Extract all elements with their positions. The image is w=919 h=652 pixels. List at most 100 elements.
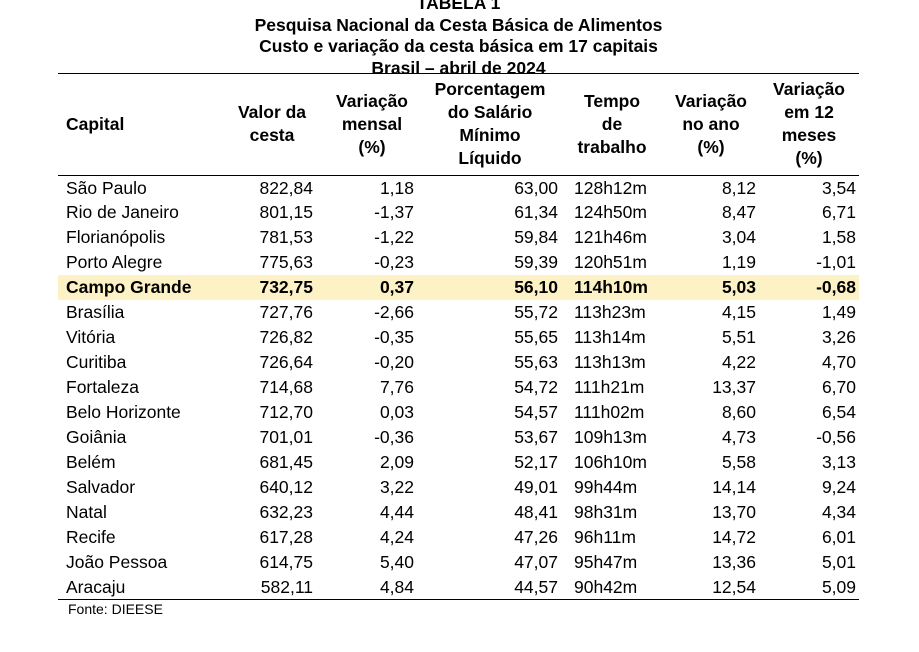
variacao-mensal-cell: -2,66	[374, 302, 414, 323]
porcentagem-cell: 55,72	[514, 302, 558, 323]
variacao-ano-cell: 12,54	[712, 576, 756, 597]
valor-cell: 701,01	[259, 427, 313, 447]
column-header: Capital	[66, 75, 216, 173]
table-row: São Paulo 822,84 1,18 63,00 128h12m 8,12 3,54	[58, 176, 859, 201]
variacao-ano-cell: 8,12	[721, 177, 756, 198]
tempo-cell: 106h10m	[574, 451, 647, 472]
valor-cell: 640,12	[259, 476, 313, 497]
variacao-ano-cell: 13,70	[712, 501, 756, 522]
porcentagem-cell: 47,07	[514, 551, 558, 572]
tempo-cell: 111h02m	[574, 402, 645, 423]
porcentagem-cell: 54,72	[514, 377, 558, 398]
column-header-label: Valor da cesta	[237, 102, 307, 145]
valor-cell: 726,82	[259, 327, 313, 348]
tempo-cell: 120h51m	[574, 252, 647, 273]
tempo-cell: 124h50m	[574, 202, 647, 223]
variacao-ano-cell: 14,72	[712, 526, 756, 547]
variacao-ano-cell: 4,22	[721, 352, 756, 373]
variacao-ano-cell: 8,47	[721, 202, 756, 223]
column-header-label: Variação em 12 meses (%)	[773, 79, 845, 168]
variacao-mensal-cell: -0,36	[374, 427, 414, 447]
variacao-12m-cell: 3,26	[821, 327, 856, 348]
capital-cell: Goiânia	[66, 427, 127, 447]
porcentagem-cell: 55,65	[514, 327, 558, 348]
variacao-12m-cell: 6,71	[821, 202, 856, 223]
tempo-cell: 114h10m	[574, 277, 648, 298]
table-row: Natal 632,23 4,44 48,41 98h31m 13,70 4,34	[58, 500, 859, 525]
table-row: Rio de Janeiro 801,15 -1,37 61,34 124h50m 8,4…	[58, 200, 859, 225]
variacao-mensal-cell: 2,09	[379, 451, 414, 472]
porcentagem-cell: 63,00	[514, 177, 558, 198]
porcentagem-cell: 55,63	[514, 352, 558, 373]
valor-cell: 781,53	[259, 227, 313, 248]
variacao-ano-cell: 4,15	[721, 302, 756, 323]
porcentagem-cell: 52,17	[514, 451, 558, 472]
variacao-12m-cell: 5,09	[821, 576, 856, 597]
column-header-label: Tempo de trabalho	[577, 90, 647, 157]
porcentagem-cell: 53,67	[514, 427, 558, 447]
variacao-12m-cell: 4,34	[821, 501, 856, 522]
tempo-cell: 95h47m	[574, 551, 638, 572]
valor-cell: 681,45	[259, 451, 313, 472]
capital-cell: Rio de Janeiro	[66, 202, 179, 223]
variacao-mensal-cell: -1,22	[374, 227, 414, 248]
porcentagem-cell: 49,01	[514, 476, 558, 497]
variacao-12m-cell: -1,01	[816, 252, 856, 273]
table-row: Salvador 640,12 3,22 49,01 99h44m 14,14 9,24	[58, 475, 859, 500]
porcentagem-cell: 47,26	[514, 526, 558, 547]
column-header-label: Variação no ano (%)	[675, 90, 747, 157]
variacao-mensal-cell: 0,37	[379, 277, 414, 298]
valor-cell: 801,15	[259, 202, 313, 223]
table-row: Porto Alegre 775,63 -0,23 59,39 120h51m 1,19 -…	[58, 250, 859, 275]
capital-cell: Brasília	[66, 302, 125, 323]
variacao-mensal-cell: 0,03	[379, 402, 414, 423]
variacao-mensal-cell: 7,76	[379, 377, 414, 398]
porcentagem-cell: 59,39	[514, 252, 558, 273]
table-row: Fortaleza 714,68 7,76 54,72 111h21m 13,37 6,70	[58, 375, 859, 400]
variacao-ano-cell: 5,03	[721, 277, 756, 298]
tempo-cell: 113h14m	[574, 327, 646, 348]
column-header: Variação no ano (%)	[664, 75, 758, 173]
porcentagem-cell: 44,57	[514, 576, 558, 597]
capital-cell: Florianópolis	[66, 227, 166, 248]
capital-cell: Recife	[66, 526, 116, 547]
title-line-1: Pesquisa Nacional da Cesta Básica de Ali…	[254, 14, 663, 35]
tempo-cell: 90h42m	[574, 576, 638, 597]
valor-cell: 614,75	[259, 551, 313, 572]
table-number: TABELA 1	[416, 0, 501, 13]
table-row: Vitória 726,82 -0,35 55,65 113h14m 5,51 3,26	[58, 325, 859, 350]
table-row: Goiânia 701,01 -0,36 53,67 109h13m 4,73 -0,56	[58, 425, 859, 450]
variacao-mensal-cell: -0,20	[374, 352, 414, 373]
tempo-cell: 98h31m	[574, 501, 638, 522]
variacao-12m-cell: 3,13	[821, 451, 856, 472]
capital-cell: Porto Alegre	[66, 252, 163, 273]
valor-cell: 632,23	[259, 501, 313, 522]
porcentagem-cell: 48,41	[514, 501, 558, 522]
variacao-ano-cell: 13,37	[712, 377, 756, 398]
source-note: Fonte: DIEESE	[68, 601, 163, 617]
capital-cell: Natal	[66, 501, 107, 522]
porcentagem-cell: 61,34	[514, 202, 558, 223]
table-row: Recife 617,28 4,24 47,26 96h11m 14,72 6,01	[58, 525, 859, 550]
variacao-mensal-cell: 4,44	[379, 501, 414, 522]
header-rule	[58, 175, 859, 176]
title-line-3: Brasil – abril de 2024	[371, 57, 546, 78]
valor-cell: 726,64	[259, 352, 313, 373]
valor-cell: 775,63	[259, 252, 313, 273]
capital-cell: Belo Horizonte	[66, 402, 181, 423]
top-rule	[58, 73, 859, 74]
column-header-label: Capital	[66, 113, 125, 134]
capital-cell: Salvador	[66, 476, 136, 497]
variacao-12m-cell: 4,70	[821, 352, 856, 373]
table-row: Curitiba 726,64 -0,20 55,63 113h13m 4,22 4,70	[58, 350, 859, 375]
column-header: Valor da cesta	[222, 75, 322, 173]
table-title: TABELA 1 Pesquisa Nacional da Cesta Bási…	[58, 0, 859, 79]
column-header: Tempo de trabalho	[564, 75, 660, 173]
variacao-12m-cell: 1,49	[821, 302, 856, 323]
variacao-mensal-cell: -0,35	[374, 327, 414, 348]
bottom-rule	[58, 599, 859, 600]
table-row: Aracaju 582,11 4,84 44,57 90h42m 12,54 5,09	[58, 575, 859, 600]
tempo-cell: 121h46m	[574, 227, 647, 248]
table-row: Florianópolis 781,53 -1,22 59,84 121h46m 3,04…	[58, 225, 859, 250]
capital-cell: Belém	[66, 451, 116, 472]
